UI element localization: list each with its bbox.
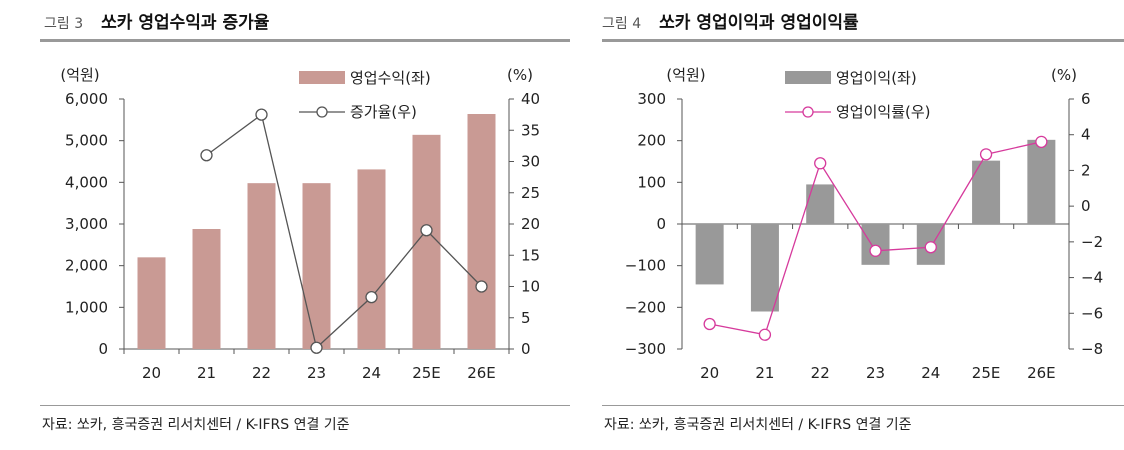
right-tick-label: −8 (1081, 340, 1103, 358)
category-label: 26E (467, 364, 496, 382)
bar (302, 183, 331, 349)
figure-number: 그림 3 (44, 16, 84, 32)
left-tick-label: 4,000 (65, 173, 108, 191)
right-tick-label: 2 (1081, 161, 1091, 179)
line-point (420, 224, 433, 237)
category-label: 23 (307, 364, 326, 382)
bar (806, 184, 835, 224)
line-point (869, 244, 882, 257)
category-label: 22 (252, 364, 271, 382)
left-tick-label: 1,000 (65, 298, 108, 316)
left-tick-label: −300 (625, 340, 666, 358)
bar (750, 224, 779, 312)
figure-number: 그림 4 (602, 16, 642, 32)
left-tick-label: 200 (637, 132, 666, 150)
line-point (310, 341, 323, 354)
right-tick-label: 35 (521, 121, 540, 139)
figure-title: 쏘카 영업수익과 증가율 (101, 13, 270, 33)
category-label: 22 (811, 364, 830, 382)
line-point (814, 157, 827, 170)
category-label: 24 (921, 364, 940, 382)
right-tick-label: 15 (521, 246, 540, 264)
right-tick-label: 30 (521, 153, 540, 171)
legend-swatch-marker (316, 106, 328, 118)
category-label: 25E (972, 364, 1001, 382)
bar (695, 224, 724, 285)
legend-swatch-bar (299, 71, 345, 84)
left-tick-label: 100 (637, 173, 666, 191)
right-tick-label: 6 (1081, 90, 1091, 108)
series-line (206, 113, 482, 349)
left-axis-unit: (억원) (60, 66, 99, 84)
header-rule (602, 39, 1124, 42)
footer-rule (602, 405, 1124, 406)
right-tick-label: −4 (1081, 269, 1103, 287)
bar (192, 229, 221, 349)
source-note: 자료: 쏘카, 흥국증권 리서치센터 / K-IFRS 연결 기준 (604, 417, 912, 433)
category-label: 20 (142, 364, 161, 382)
bar (137, 257, 166, 349)
bar (861, 224, 890, 265)
right-tick-label: 4 (1081, 126, 1091, 144)
category-label: 21 (755, 364, 774, 382)
left-tick-label: 0 (656, 215, 666, 233)
figure-operating-profit-margin: 그림 4 쏘카 영업이익과 영업이익률 −300 −200 −100 0 100 200 30… (592, 0, 1124, 450)
line-point (475, 280, 488, 293)
legend-label-bar: 영업수익(좌) (350, 69, 431, 87)
legend-label-line: 영업이익률(우) (836, 103, 931, 121)
legend-label-line: 증가율(우) (350, 103, 417, 121)
left-tick-label: 3,000 (65, 215, 108, 233)
right-tick-label: −2 (1081, 233, 1103, 251)
category-label: 25E (412, 364, 441, 382)
right-axis-unit: (%) (507, 66, 533, 84)
left-tick-label: 5,000 (65, 132, 108, 150)
right-tick-label: 40 (521, 90, 540, 108)
figure-header: 그림 3 쏘카 영업수익과 증가율 (44, 8, 269, 33)
header-rule (40, 39, 570, 42)
left-tick-label: 0 (98, 340, 108, 358)
right-tick-label: 20 (521, 215, 540, 233)
left-tick-label: −200 (625, 298, 666, 316)
right-tick-label: 10 (521, 278, 540, 296)
category-label: 20 (700, 364, 719, 382)
category-label: 24 (362, 364, 381, 382)
line-point (200, 149, 213, 162)
legend-swatch-bar (785, 71, 831, 84)
left-tick-label: 2,000 (65, 257, 108, 275)
legend-label-bar: 영업이익(좌) (836, 69, 917, 87)
line-point (365, 290, 378, 304)
right-tick-label: −6 (1081, 304, 1103, 322)
source-note: 자료: 쏘카, 흥국증권 리서치센터 / K-IFRS 연결 기준 (42, 417, 350, 433)
bar (467, 114, 496, 349)
footer-rule (40, 405, 570, 406)
figure-header: 그림 4 쏘카 영업이익과 영업이익률 (602, 8, 859, 33)
right-tick-label: 5 (521, 309, 531, 327)
line-point (255, 108, 268, 121)
right-axis-unit: (%) (1051, 66, 1077, 84)
revenue-growth-chart: 0 1,000 2,000 3,000 4,000 5,000 6,000 0 5 10 15 20 2… (60, 66, 540, 382)
figure-revenue-growth: 그림 3 쏘카 영업수익과 증가율 0 1,000 2,000 3,000 4,000 5,… (40, 8, 570, 433)
bar (1027, 139, 1056, 224)
bar (247, 183, 276, 349)
line-point (924, 241, 937, 254)
left-tick-label: 6,000 (65, 90, 108, 108)
line-point (703, 317, 716, 331)
line-point (979, 148, 993, 161)
left-axis-unit: (억원) (666, 66, 705, 84)
category-label: 23 (866, 364, 885, 382)
line-point (1035, 135, 1048, 149)
category-label: 26E (1027, 364, 1056, 382)
right-tick-label: 0 (1081, 197, 1091, 215)
right-tick-label: 25 (521, 184, 540, 202)
legend-swatch-marker (802, 106, 814, 118)
figure-title: 쏘카 영업이익과 영업이익률 (659, 13, 859, 33)
left-tick-label: 300 (637, 90, 666, 108)
category-label: 21 (197, 364, 216, 382)
right-tick-label: 0 (521, 340, 531, 358)
line-point (758, 328, 772, 341)
left-tick-label: −100 (625, 257, 666, 275)
bar (357, 169, 386, 349)
